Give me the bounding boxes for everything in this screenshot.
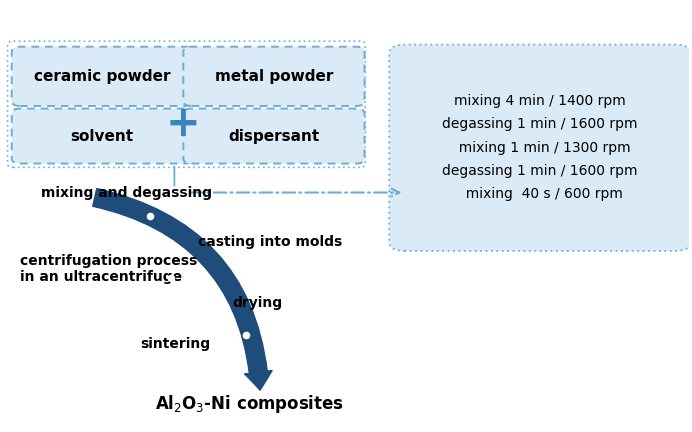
Text: dispersant: dispersant [228, 129, 320, 143]
Text: solvent: solvent [71, 129, 134, 143]
Text: casting into molds: casting into molds [199, 235, 343, 248]
Text: mixing and degassing: mixing and degassing [41, 186, 212, 200]
FancyBboxPatch shape [183, 47, 365, 106]
Text: centrifugation process
in an ultracentrifuge: centrifugation process in an ultracentri… [20, 254, 197, 284]
FancyBboxPatch shape [12, 47, 193, 106]
Text: Al$_2$O$_3$-Ni composites: Al$_2$O$_3$-Ni composites [156, 393, 345, 415]
Text: ceramic powder: ceramic powder [34, 69, 170, 84]
Text: metal powder: metal powder [215, 69, 333, 84]
Text: sintering: sintering [140, 337, 210, 351]
FancyArrowPatch shape [93, 189, 272, 390]
FancyBboxPatch shape [12, 108, 193, 164]
FancyBboxPatch shape [183, 108, 365, 164]
FancyBboxPatch shape [389, 44, 691, 251]
Text: mixing 4 min / 1400 rpm
degassing 1 min / 1600 rpm
  mixing 1 min / 1300 rpm
deg: mixing 4 min / 1400 rpm degassing 1 min … [442, 94, 637, 201]
Text: drying: drying [233, 296, 283, 311]
Text: +: + [166, 103, 201, 145]
